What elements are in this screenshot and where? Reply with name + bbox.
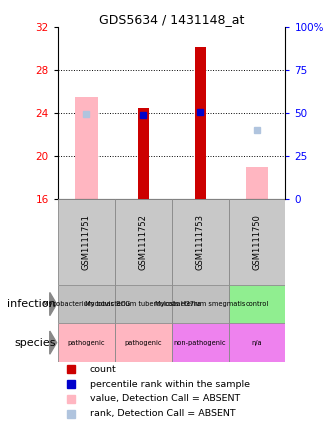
Text: value, Detection Call = ABSENT: value, Detection Call = ABSENT [90, 394, 240, 403]
Bar [195, 47, 206, 199]
Bar [138, 108, 148, 199]
Bar [172, 199, 228, 285]
Bar [115, 323, 172, 362]
Text: control: control [246, 301, 269, 307]
Title: GDS5634 / 1431148_at: GDS5634 / 1431148_at [99, 14, 244, 26]
Bar [228, 323, 285, 362]
Bar [228, 199, 285, 285]
Bar [58, 285, 115, 323]
Text: infection: infection [7, 299, 55, 309]
Text: pathogenic: pathogenic [124, 340, 162, 346]
Text: GSM1111753: GSM1111753 [196, 214, 205, 270]
Bar [58, 323, 115, 362]
Text: GSM1111750: GSM1111750 [252, 214, 261, 270]
Text: pathogenic: pathogenic [67, 340, 105, 346]
Text: n/a: n/a [252, 340, 262, 346]
Bar [172, 323, 228, 362]
Bar [228, 285, 285, 323]
Text: rank, Detection Call = ABSENT: rank, Detection Call = ABSENT [90, 409, 235, 418]
Text: Mycobacterium tuberculosis H37ra: Mycobacterium tuberculosis H37ra [85, 301, 201, 307]
Polygon shape [50, 331, 57, 354]
Text: Mycobacterium bovis BCG: Mycobacterium bovis BCG [43, 301, 130, 307]
Bar [115, 199, 172, 285]
Text: non-pathogenic: non-pathogenic [174, 340, 226, 346]
Polygon shape [50, 292, 57, 316]
Bar [246, 167, 268, 199]
Bar [75, 97, 98, 199]
Text: GSM1111751: GSM1111751 [82, 214, 91, 270]
Text: count: count [90, 365, 116, 374]
Bar [172, 285, 228, 323]
Bar [58, 199, 115, 285]
Text: percentile rank within the sample: percentile rank within the sample [90, 379, 249, 389]
Text: Mycobacterium smegmatis: Mycobacterium smegmatis [155, 301, 245, 307]
Text: GSM1111752: GSM1111752 [139, 214, 148, 270]
Bar [115, 285, 172, 323]
Text: species: species [14, 338, 55, 348]
